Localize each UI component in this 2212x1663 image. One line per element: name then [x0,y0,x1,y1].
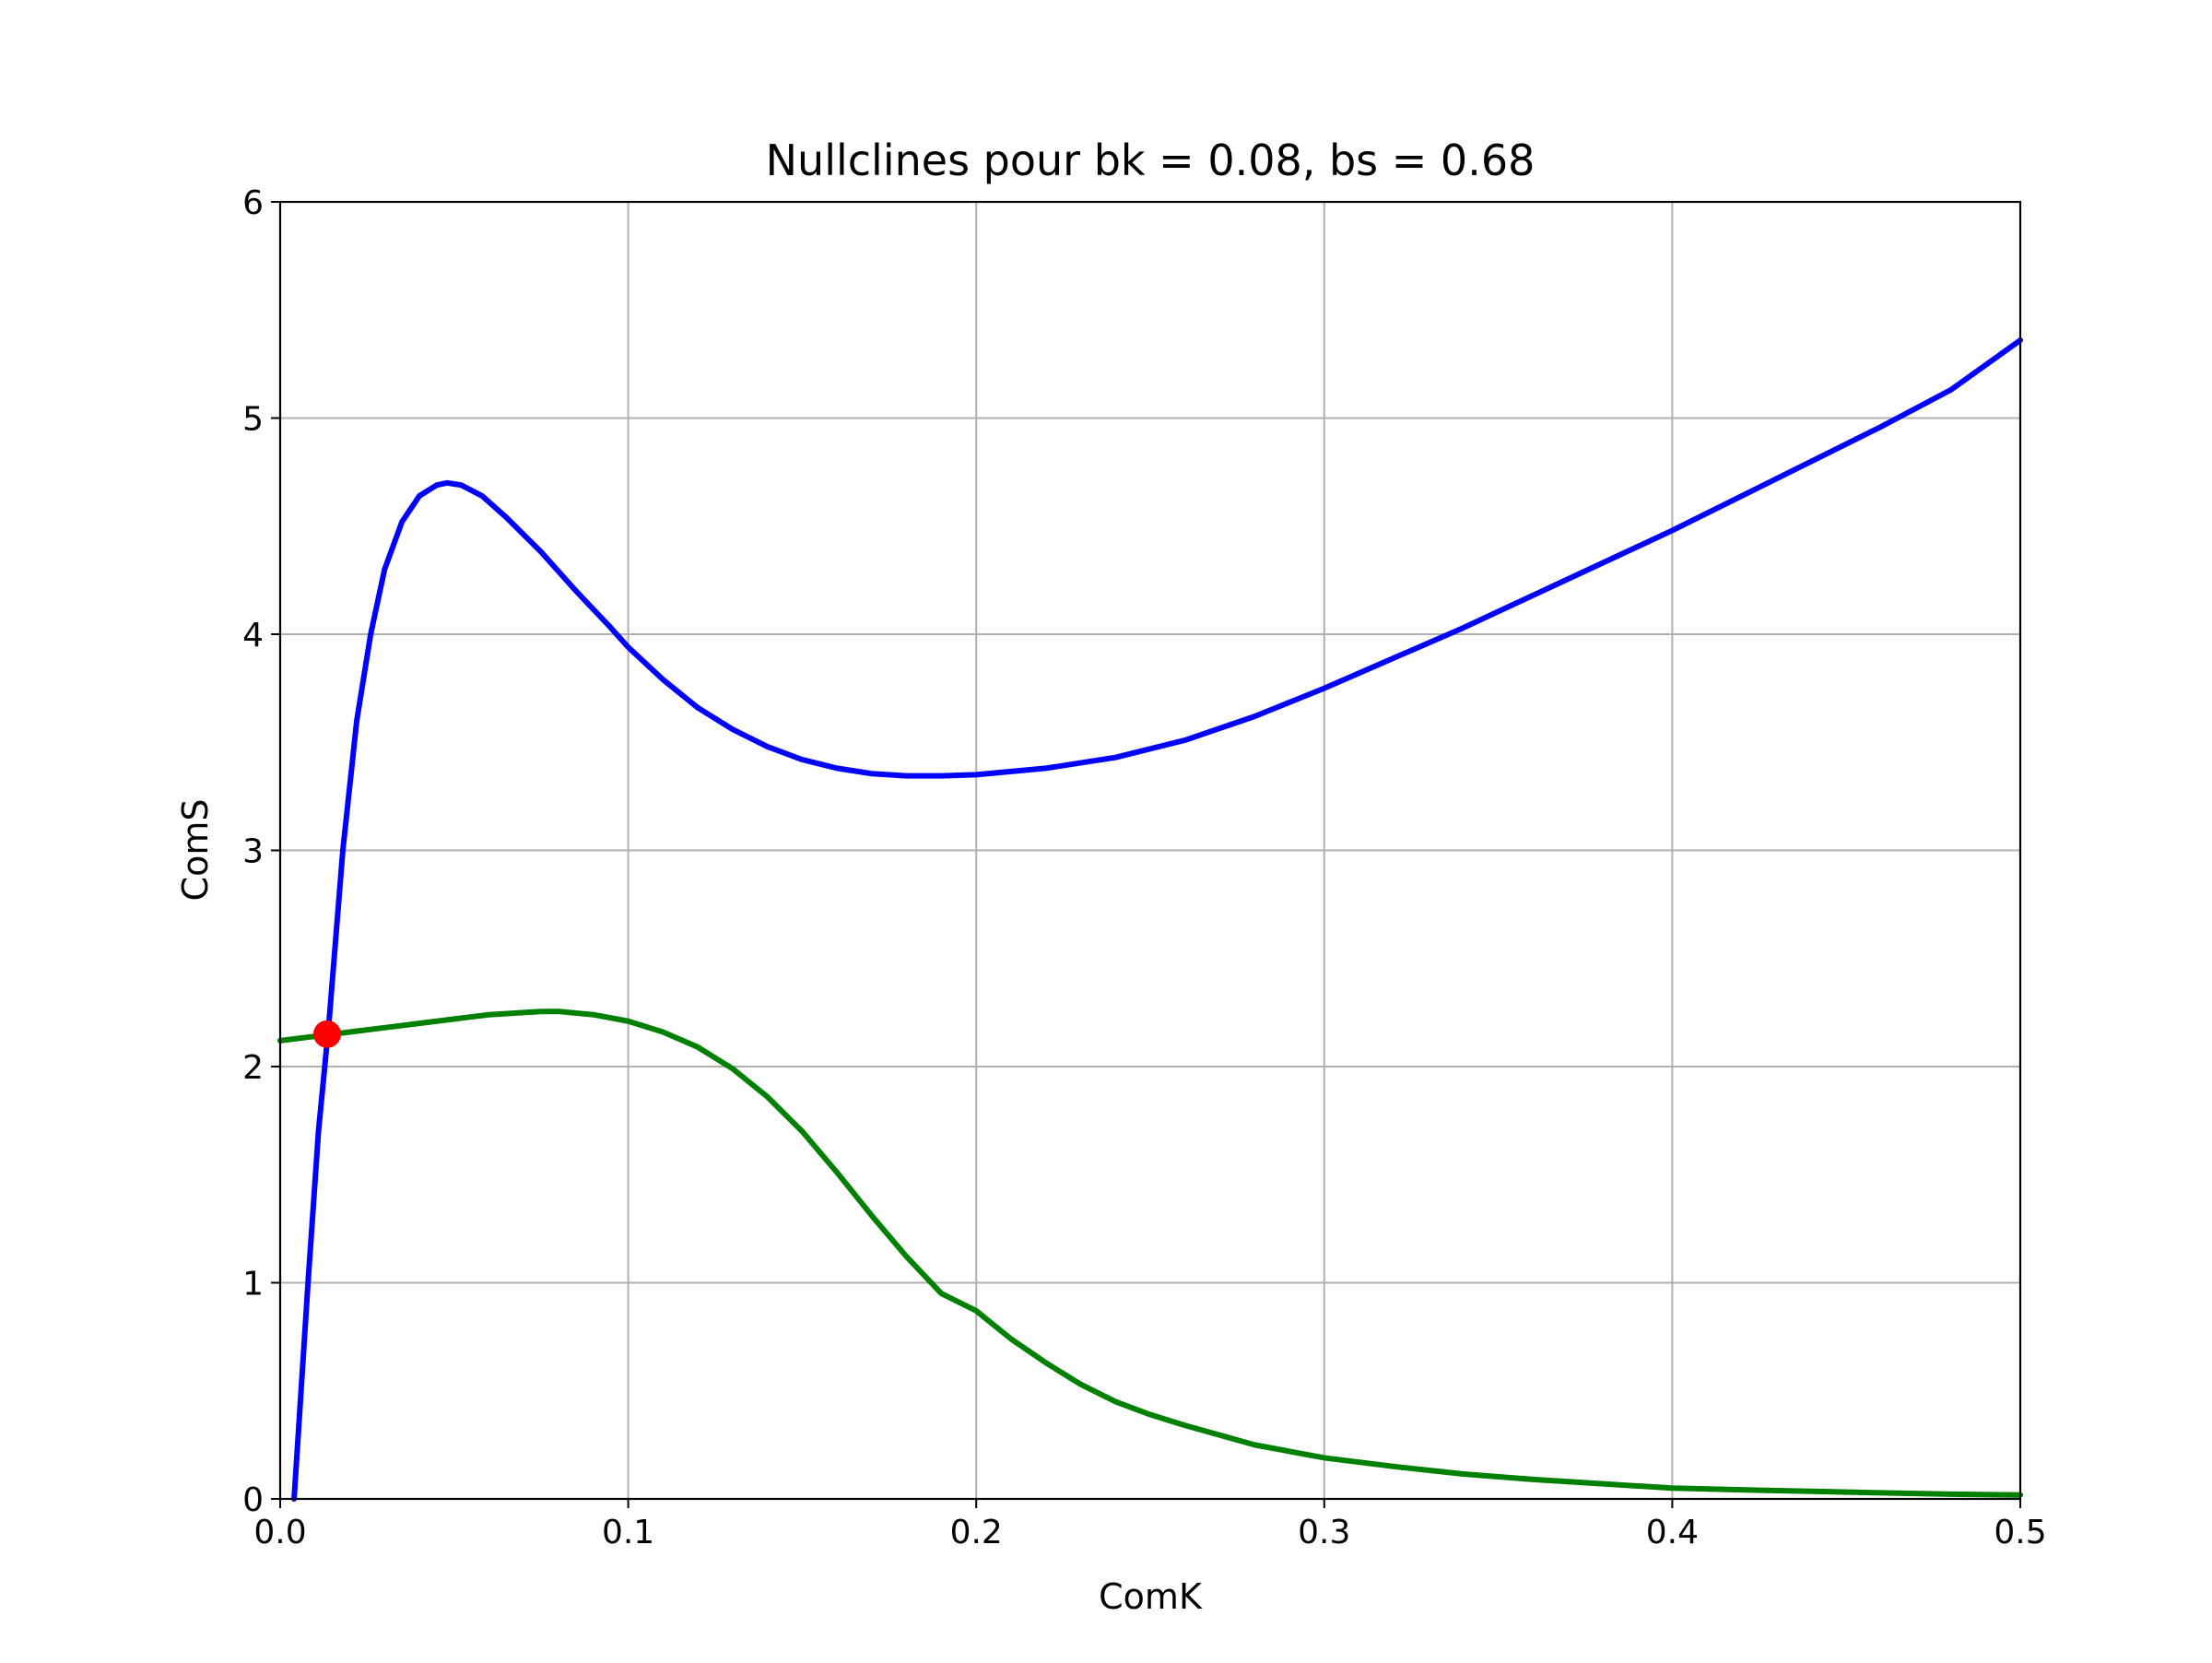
marker-layer [312,1020,341,1048]
y-tick-label: 1 [242,1266,264,1303]
y-tick-label: 4 [242,617,264,655]
blue-nullcline-line [291,337,2023,1502]
intersection-point [312,1020,341,1048]
ticks: 0.0 0.1 0.2 0.3 0.4 0.5 0 1 2 3 4 5 6 [242,184,2047,1551]
chart-title: Nullclines pour bk = 0.08, bs = 0.68 [766,136,1535,185]
x-tick-label: 0.3 [1298,1514,1350,1551]
y-axis-label: ComS [175,799,216,902]
x-tick-label: 0.5 [1994,1514,2046,1551]
x-tick-label: 0.1 [602,1514,654,1551]
y-tick-label: 2 [242,1049,264,1087]
y-tick-label: 0 [242,1481,264,1519]
x-tick-label: 0.0 [253,1514,306,1551]
y-tick-label: 3 [242,833,264,871]
x-axis-label: ComK [1099,1576,1203,1617]
green-nullcline-line [277,1008,2023,1498]
x-tick-label: 0.2 [950,1514,1003,1551]
y-tick-label: 5 [242,401,264,439]
plot-lines [277,337,2023,1502]
x-tick-label: 0.4 [1646,1514,1699,1551]
y-tick-label: 6 [242,184,264,222]
